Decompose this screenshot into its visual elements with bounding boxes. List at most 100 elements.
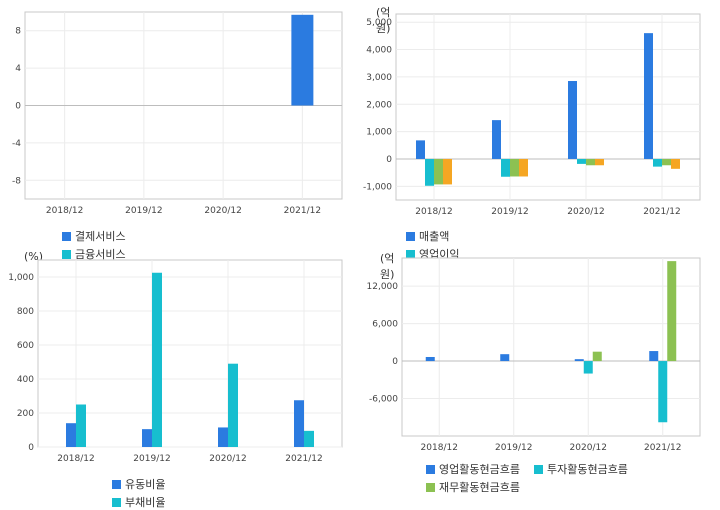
legend-swatch <box>62 231 71 241</box>
bar-3-2020-12 <box>586 158 595 166</box>
bar-4-2021-12 <box>671 158 680 169</box>
plot-area <box>401 257 701 437</box>
legend-item: 투자활동현금흐름 <box>533 461 628 477</box>
plot-area <box>37 259 343 448</box>
bar-3-2020-12 <box>592 351 602 362</box>
bar-2-2021-12 <box>658 361 668 423</box>
bar-4-2020-12 <box>595 158 604 166</box>
legend-item: 매출액 <box>406 228 449 244</box>
bar-1-2019-12 <box>500 354 510 362</box>
bar-3-2019-12 <box>510 158 519 177</box>
x-tick-label: 2020/12 <box>204 206 241 216</box>
x-tick-label: 2021/12 <box>643 207 680 217</box>
bar-1-2020-12 <box>218 427 228 447</box>
legend-label: 부채비율 <box>125 496 166 509</box>
bar-1-2018-12 <box>425 356 435 362</box>
bar-1-2020-12 <box>574 359 584 362</box>
y-tick-label: 2,000 <box>366 100 392 110</box>
x-tick-label: 2019/12 <box>125 206 162 216</box>
x-tick-label: 2019/12 <box>133 454 170 464</box>
cashflow-chart: 12,000 6,000 0 -6,000 2018/12 2019/12 2020/12 2… <box>367 257 701 453</box>
x-tick-label: 2021/12 <box>644 443 681 453</box>
legend-item: 유동비율 <box>112 476 165 492</box>
bar-1-2018-12 <box>66 423 76 447</box>
y-tick-label: 5,000 <box>366 18 392 28</box>
y-tick-label: 0 <box>392 357 398 367</box>
legend-swatch <box>406 231 415 241</box>
bar-4-2019-12 <box>519 158 528 177</box>
income-chart: 5,000 4,000 3,000 2,000 1,000 0 -1,000 2018/12 2… <box>363 13 701 217</box>
legend-swatch <box>426 464 435 474</box>
legend-item: 부채비율 <box>112 494 165 510</box>
legend-label: 결제서비스 <box>75 230 126 243</box>
bar-1-2019-12 <box>492 120 501 159</box>
y-tick-label: 600 <box>17 341 34 351</box>
unit-label: (억원) <box>376 6 391 35</box>
legend-item: 금융서비스 <box>62 246 126 262</box>
y-tick-label: 800 <box>17 307 34 317</box>
y-tick-label: -8 <box>12 176 21 186</box>
bar-1-2019-12 <box>142 429 152 447</box>
x-tick-label: 2020/12 <box>209 454 246 464</box>
x-tick-label: 2018/12 <box>421 443 458 453</box>
y-tick-label: 0 <box>15 102 21 112</box>
legend-item: 결제서비스 <box>62 228 126 244</box>
x-tick-label: 2021/12 <box>284 206 321 216</box>
legend-swatch <box>112 479 121 489</box>
x-tick-label: 2020/12 <box>570 443 607 453</box>
bar-2-2021-12 <box>304 430 314 447</box>
bar-3-2021-12 <box>667 261 677 362</box>
x-tick-label: 2018/12 <box>46 206 83 216</box>
legend-label: 매출액 <box>419 230 450 243</box>
y-tick-label: 0 <box>28 443 34 453</box>
bar-3-2021-12 <box>662 158 671 166</box>
legend-label: 투자활동현금흐름 <box>546 463 628 476</box>
x-tick-label: 2021/12 <box>285 454 322 464</box>
bar-1-2021-12 <box>649 351 659 362</box>
y-tick-label: -1,000 <box>363 182 392 192</box>
x-tick-label: 2018/12 <box>57 454 94 464</box>
bar-2-2020-12 <box>228 363 238 447</box>
legend-item: 영업활동현금흐름 <box>426 461 520 477</box>
x-tick-label: 2020/12 <box>567 207 604 217</box>
bar-2-2018-12 <box>425 158 434 186</box>
bar-2-2018-12 <box>76 404 86 447</box>
legend-label: 영업활동현금흐름 <box>439 463 520 476</box>
y-tick-label: 6,000 <box>372 320 398 330</box>
bar-4-2018-12 <box>443 158 452 185</box>
legend-swatch <box>112 497 121 507</box>
legend-swatch <box>426 482 435 492</box>
bar-2-2019-12 <box>501 158 510 177</box>
y-tick-label: 0 <box>386 155 392 165</box>
bar-2-2020-12 <box>577 158 586 164</box>
legend-label: 금융서비스 <box>75 248 126 261</box>
y-tick-label: -4 <box>12 139 21 149</box>
x-tick-label: 2018/12 <box>415 207 452 217</box>
bar-2-2020-12 <box>583 361 593 374</box>
y-tick-label: 400 <box>17 375 34 385</box>
bar-1-2020-12 <box>568 81 577 159</box>
y-tick-label: 1,000 <box>366 128 392 138</box>
legend-item: 재무활동현금흐름 <box>426 479 520 495</box>
bar-1-2021-12 <box>291 14 314 106</box>
legend-swatch <box>406 249 415 259</box>
bar-2-2021-12 <box>653 158 662 167</box>
x-tick-label: 2019/12 <box>491 207 528 217</box>
y-tick-label: 200 <box>17 409 34 419</box>
bar-1-2018-12 <box>416 140 425 159</box>
bar-1-2021-12 <box>644 33 653 159</box>
y-tick-label: 3,000 <box>366 73 392 83</box>
bar-1-2021-12 <box>294 400 304 447</box>
legend-label: 재무활동현금흐름 <box>439 481 520 494</box>
legend-swatch <box>533 464 543 474</box>
x-tick-label: 2019/12 <box>495 443 532 453</box>
legend-label: 유동비율 <box>125 478 166 491</box>
y-tick-label: 8 <box>15 27 21 37</box>
segment-revenue-chart: 8 4 0 -4 -8 2018/12 2019/12 2020/12 2021/12 <box>12 11 343 216</box>
y-tick-label: 1,000 <box>8 273 34 283</box>
y-tick-label: -6,000 <box>369 395 398 405</box>
y-tick-label: 4 <box>15 64 21 74</box>
y-tick-label: 4,000 <box>366 46 392 56</box>
